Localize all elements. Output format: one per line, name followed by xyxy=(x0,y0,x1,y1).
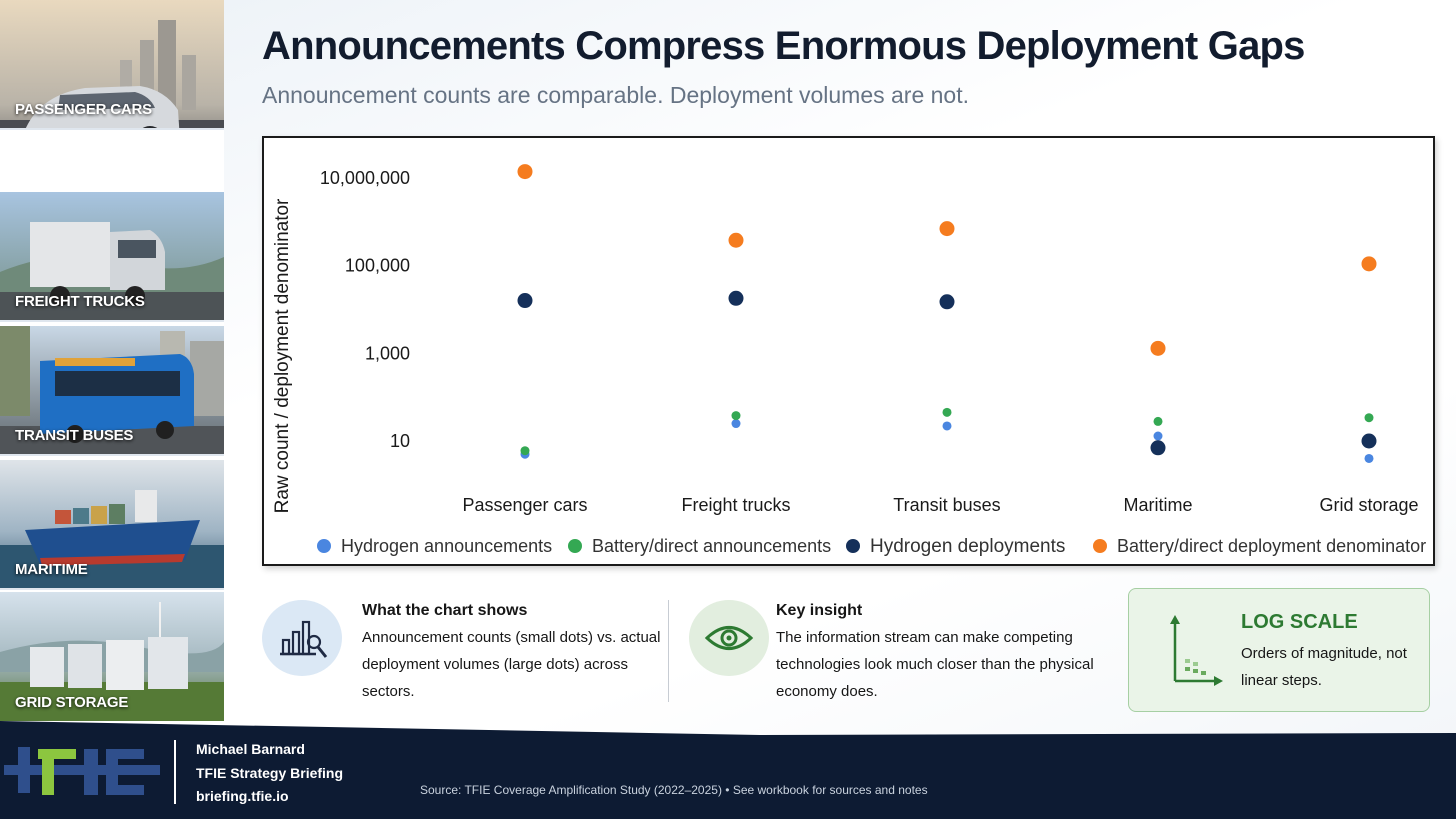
data-point xyxy=(728,232,744,248)
legend-marker xyxy=(568,539,582,553)
data-point xyxy=(731,419,741,429)
passenger-car-image xyxy=(0,0,224,128)
data-point xyxy=(1150,440,1166,456)
legend-label: Hydrogen deployments xyxy=(870,536,1065,557)
maritime-tile: MARITIME xyxy=(0,460,224,590)
data-point xyxy=(731,411,741,421)
scatter-chart: Raw count / deployment denominator 10 1,00… xyxy=(272,164,1426,557)
data-point xyxy=(1153,431,1163,441)
data-point xyxy=(520,446,530,456)
log-scale-callout: LOG SCALE Orders of magnitude, not linea… xyxy=(1128,588,1430,712)
x-tick-label: Freight trucks xyxy=(681,495,790,515)
cargo-ship-image xyxy=(0,460,224,588)
tile-label: GRID STORAGE xyxy=(15,694,129,711)
data-point xyxy=(1153,416,1163,426)
footer xyxy=(0,719,1456,819)
y-tick-label: 100,000 xyxy=(345,256,410,276)
data-point xyxy=(1364,453,1374,463)
y-tick-label: 1,000 xyxy=(365,343,410,363)
author-name: Michael Barnard xyxy=(196,741,305,757)
x-tick-label: Grid storage xyxy=(1319,495,1418,515)
data-point xyxy=(1361,433,1377,449)
sector-image-strip: PASSENGER CARS FREIGHT TRUCKS TRANSIT BU… xyxy=(0,0,224,721)
data-point xyxy=(942,421,952,431)
data-point xyxy=(1150,340,1166,356)
legend-label: Hydrogen announcements xyxy=(341,536,552,556)
freight-truck-image xyxy=(0,192,224,320)
chart-magnifier-icon xyxy=(262,600,342,676)
source-note: Source: TFIE Coverage Amplification Stud… xyxy=(420,783,928,797)
key-insight-title: Key insight xyxy=(776,602,863,619)
legend-marker xyxy=(1093,539,1107,553)
legend-label: Battery/direct deployment denominator xyxy=(1117,536,1426,556)
x-tick-label: Transit buses xyxy=(893,495,1000,515)
chart-panel: Raw count / deployment denominator 10 1,00… xyxy=(262,136,1435,566)
log-axes-icon xyxy=(1170,615,1223,686)
y-axis-label: Raw count / deployment denominator xyxy=(272,198,293,513)
data-point xyxy=(1364,413,1374,423)
footer-divider xyxy=(174,740,176,804)
tile-label: PASSENGER CARS xyxy=(15,101,152,118)
tile-label: FREIGHT TRUCKS xyxy=(15,293,145,310)
legend-marker xyxy=(317,539,331,553)
data-point xyxy=(939,294,955,310)
data-point xyxy=(939,221,955,237)
legend-label: Battery/direct announcements xyxy=(592,536,831,556)
page-subtitle: Announcement counts are comparable. Depl… xyxy=(262,82,970,108)
transit-buses-tile: TRANSIT BUSES xyxy=(0,326,224,456)
tfie-logo xyxy=(4,747,160,795)
briefing-name: TFIE Strategy Briefing xyxy=(196,765,344,781)
freight-trucks-tile: FREIGHT TRUCKS xyxy=(0,192,224,322)
x-tick-label: Maritime xyxy=(1123,495,1192,515)
briefing-url[interactable]: briefing.tfie.io xyxy=(196,788,289,804)
log-scale-text: Orders of magnitude, not linear steps. xyxy=(1241,645,1407,689)
data-point xyxy=(517,293,533,309)
x-tick-label: Passenger cars xyxy=(462,495,587,515)
data-point xyxy=(1361,256,1377,272)
eye-icon xyxy=(689,600,769,676)
chart-shows-title: What the chart shows xyxy=(362,602,528,619)
data-point xyxy=(942,407,952,417)
page-title: Announcements Compress Enormous Deployme… xyxy=(262,24,1305,68)
footer-background xyxy=(0,721,1456,819)
tile-label: MARITIME xyxy=(15,561,88,578)
data-point xyxy=(517,164,533,180)
legend-marker xyxy=(846,539,860,553)
info-divider xyxy=(668,600,669,702)
passenger-cars-tile: PASSENGER CARS xyxy=(0,0,224,130)
battery-storage-image xyxy=(0,592,224,721)
y-tick-label: 10,000,000 xyxy=(320,168,410,188)
y-tick-label: 10 xyxy=(390,431,410,451)
transit-bus-image xyxy=(0,326,224,454)
key-insight-text: The information stream can make competin… xyxy=(776,629,1094,700)
data-point xyxy=(728,290,744,306)
log-scale-title: LOG SCALE xyxy=(1241,611,1358,633)
chart-shows-text: Announcement counts (small dots) vs. act… xyxy=(362,629,661,700)
tile-label: TRANSIT BUSES xyxy=(15,427,134,444)
grid-storage-tile: GRID STORAGE xyxy=(0,592,224,721)
